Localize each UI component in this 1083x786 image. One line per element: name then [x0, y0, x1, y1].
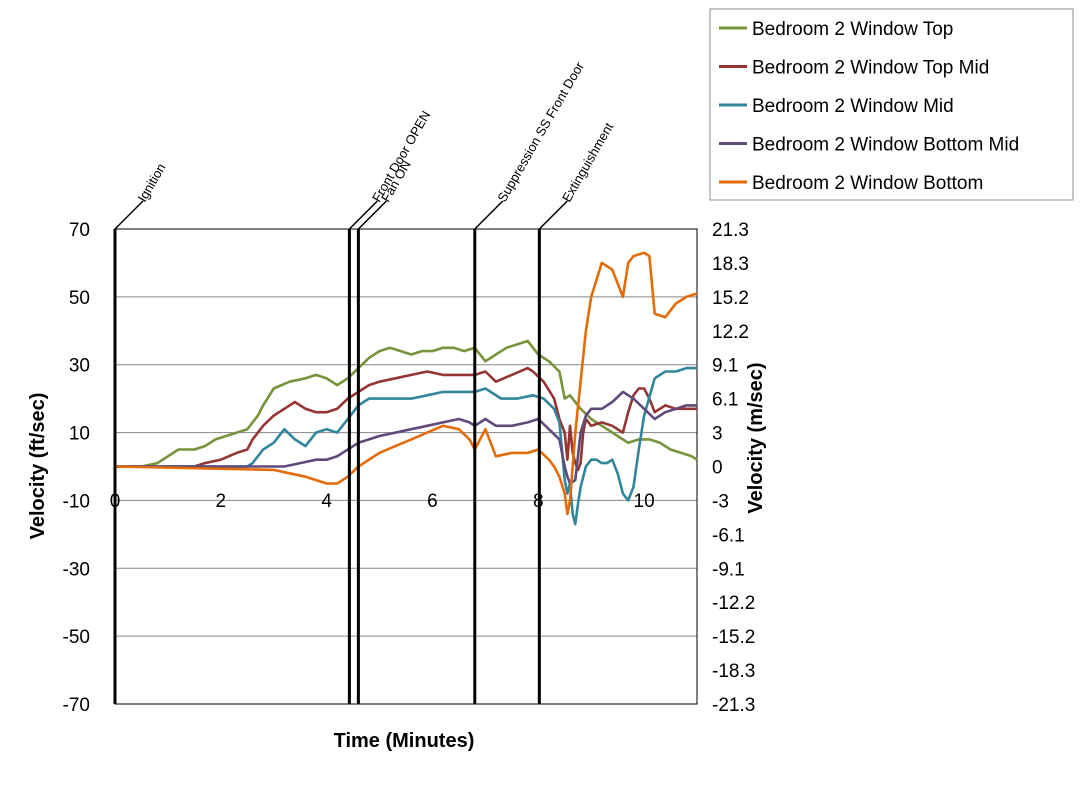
y-tick-label: -10: [63, 491, 90, 512]
x-axis-title: Time (Minutes): [334, 730, 475, 752]
y-right-tick-label: -9.1: [712, 559, 745, 580]
x-tick-labels: 0 2 4 6 8 10: [110, 491, 655, 512]
legend-label: Bedroom 2 Window Mid: [752, 96, 954, 117]
y-tick-labels: 70 50 30 10 -10 -30 -50 -70: [63, 220, 90, 716]
x-tick-label: 10: [634, 491, 655, 512]
y-right-tick-label: -3: [712, 491, 729, 512]
y-right-tick-label: -15.2: [712, 627, 755, 648]
event-label: Ignition: [135, 161, 169, 205]
series-line-2: [115, 366, 697, 472]
event-leader: [114, 200, 144, 230]
y-tick-label: -70: [63, 695, 90, 716]
y-right-tick-label: -21.3: [712, 695, 755, 716]
y-right-tick-label: -18.3: [712, 661, 755, 682]
y-tick-label: -50: [63, 627, 90, 648]
y-tick-label: -30: [63, 559, 90, 580]
event-leader: [357, 200, 387, 230]
event-leader: [348, 200, 378, 230]
series-layer: [114, 251, 698, 526]
y-right-tick-labels: 21.3 18.3 15.2 12.2 9.1 6.1 3 0 -3 -6.1 -9.1 -12.2 -…: [712, 220, 755, 716]
y-tick-label: 70: [69, 220, 90, 241]
legend: Bedroom 2 Window Top Bedroom 2 Window Top…: [709, 8, 1074, 201]
y-right-tick-label: 18.3: [712, 254, 749, 275]
y-right-tick-label: -12.2: [712, 593, 755, 614]
x-tick-label: 2: [216, 491, 227, 512]
y-right-tick-label: 12.2: [712, 322, 749, 343]
event-leader: [474, 200, 504, 230]
series-line-3: [115, 366, 697, 526]
gridlines: [115, 228, 697, 705]
series-line-4: [115, 390, 697, 485]
y-right-tick-label: 0: [712, 458, 723, 479]
y-tick-label: 10: [69, 424, 90, 445]
x-tick-label: 8: [533, 491, 544, 512]
y-right-tick-label: 21.3: [712, 220, 749, 241]
y-right-tick-label: 3: [712, 424, 723, 445]
x-tick-label: 0: [110, 491, 121, 512]
legend-label: Bedroom 2 Window Bottom Mid: [752, 135, 1019, 156]
legend-box: [709, 8, 1074, 201]
series-line-5: [114, 251, 698, 516]
legend-label: Bedroom 2 Window Bottom: [752, 173, 983, 194]
y-right-tick-label: -6.1: [712, 525, 745, 546]
y-tick-label: 30: [69, 356, 90, 377]
x-tick-label: 4: [321, 491, 332, 512]
y-tick-label: 50: [69, 288, 90, 309]
y-axis-title: Velocity (ft/sec): [27, 393, 49, 540]
series-line-1: [115, 339, 698, 468]
x-tick-label: 6: [427, 491, 438, 512]
y-axis-title-right: Velocity (m/sec): [745, 362, 767, 513]
y-right-tick-label: 9.1: [712, 356, 738, 377]
event-label: Front Door OPEN: [369, 108, 433, 204]
event-leader: [538, 200, 568, 230]
event-label: Extinguishment: [559, 120, 617, 205]
legend-label: Bedroom 2 Window Top Mid: [752, 58, 989, 79]
y-right-tick-label: 6.1: [712, 390, 738, 411]
legend-label: Bedroom 2 Window Top: [752, 19, 953, 40]
y-right-tick-label: 15.2: [712, 288, 749, 309]
